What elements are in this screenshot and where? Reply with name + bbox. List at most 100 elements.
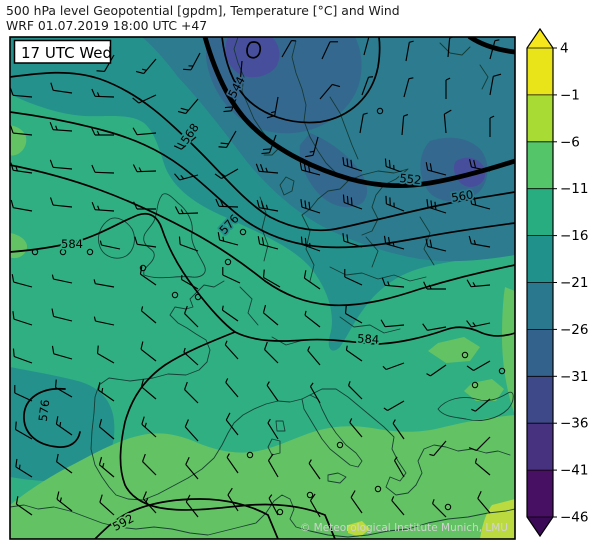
wind-barb [49, 159, 73, 170]
wind-barb [310, 493, 321, 518]
colorbar-band [527, 329, 553, 377]
wind-barb [140, 341, 157, 362]
colorbar-tick-label: −16 [560, 228, 589, 244]
colorbar-tick-label: −46 [560, 510, 589, 526]
wind-barb [443, 109, 452, 134]
wind-barb [226, 453, 239, 474]
wind-barb [264, 341, 279, 364]
coastline [259, 196, 269, 262]
wind-barb [174, 206, 199, 215]
wind-barb [342, 194, 363, 210]
wind-barb [268, 453, 279, 478]
colorbar-band [527, 141, 553, 190]
wind-barb [255, 163, 279, 174]
wind-barb [91, 127, 114, 136]
calm-wind-marker [444, 503, 452, 511]
colorbar-band [527, 235, 553, 283]
wind-barb [469, 196, 491, 210]
colorbar-band [527, 188, 553, 237]
geopotential-contour-592 [94, 498, 279, 539]
coastline [233, 37, 279, 156]
wind-barb [177, 98, 199, 115]
colorbar-band [527, 376, 553, 424]
wind-barb [469, 159, 491, 172]
wind-barb [392, 419, 405, 440]
valid-time-box [13, 39, 112, 64]
colorbar-over-arrow [527, 29, 553, 48]
wind-barb [345, 345, 363, 362]
coastline [143, 193, 206, 279]
wind-barb [361, 76, 374, 96]
geopotential-contour-544 [221, 37, 381, 124]
wind-barb [51, 345, 73, 360]
wind-barb [363, 37, 371, 56]
calm-wind-marker [171, 291, 179, 299]
wind-barb [15, 458, 33, 478]
colorbar-tick-label: −1 [560, 87, 580, 103]
colorbar-band [527, 470, 553, 518]
wind-barb [344, 305, 363, 324]
wind-barb [281, 39, 297, 58]
wind-barb [142, 453, 157, 476]
wind-barb [55, 416, 73, 436]
wind-barb [14, 384, 33, 402]
wind-barb [49, 121, 73, 132]
wind-barb [403, 77, 414, 98]
wind-barb [49, 197, 73, 208]
wind-barb [267, 418, 279, 440]
calm-wind-marker [224, 258, 232, 266]
contour-label-552: 552 [399, 171, 422, 187]
wind-barb [10, 162, 33, 174]
wind-barb [221, 305, 239, 322]
chart-title: 500 hPa level Geopotential [gpdm], Tempe… [6, 3, 400, 18]
wind-barb [184, 305, 199, 328]
wind-barb [262, 269, 281, 288]
calm-wind-marker [139, 264, 147, 272]
wind-barb [214, 168, 239, 179]
wind-barb [97, 382, 115, 402]
geopotential-contour-552b [467, 37, 515, 55]
wind-barb [468, 436, 491, 451]
wind-barb [132, 164, 157, 173]
coastline [98, 217, 135, 259]
wind-barb [262, 304, 279, 326]
calm-wind-marker [374, 485, 382, 493]
wind-barb [15, 496, 33, 516]
chart-subtitle: WRF 01.07.2019 18:00 UTC +47 [6, 18, 207, 33]
wind-barb [391, 496, 405, 516]
wind-barb [350, 490, 363, 514]
wind-barb [184, 419, 199, 442]
wind-barb [383, 400, 405, 411]
wind-barb [96, 345, 115, 364]
wind-barb [268, 494, 279, 516]
wind-barb [477, 490, 491, 514]
wind-barb [98, 456, 115, 478]
geopotential-contour-552 [202, 37, 515, 189]
map-frame [9, 36, 516, 540]
wind-barb [132, 127, 157, 136]
calm-wind-marker [86, 248, 94, 256]
colorbar-tick-label: 4 [560, 41, 569, 57]
wind-barb [381, 277, 405, 288]
wind-barb [489, 39, 500, 60]
wind-barb [425, 162, 447, 176]
attribution-text: © Meteorological Institute Munich, LMU [300, 522, 508, 534]
coastline [291, 40, 349, 216]
colorbar-tick-label: −6 [560, 134, 580, 150]
wind-barb [50, 82, 73, 94]
coastline [309, 388, 417, 496]
wind-barb [99, 494, 115, 516]
wind-barb [300, 199, 321, 214]
coastline [327, 472, 347, 484]
coastline [279, 176, 295, 196]
wind-barb [382, 362, 405, 371]
wind-barb [303, 270, 321, 290]
wind-barb [232, 60, 243, 84]
wind-barb [183, 347, 199, 366]
wind-barb [304, 310, 321, 328]
calm-wind-marker [461, 351, 469, 359]
wind-barb [266, 381, 279, 402]
wind-barb [300, 236, 321, 252]
calm-wind-marker [59, 248, 67, 256]
wind-barb [173, 136, 197, 150]
